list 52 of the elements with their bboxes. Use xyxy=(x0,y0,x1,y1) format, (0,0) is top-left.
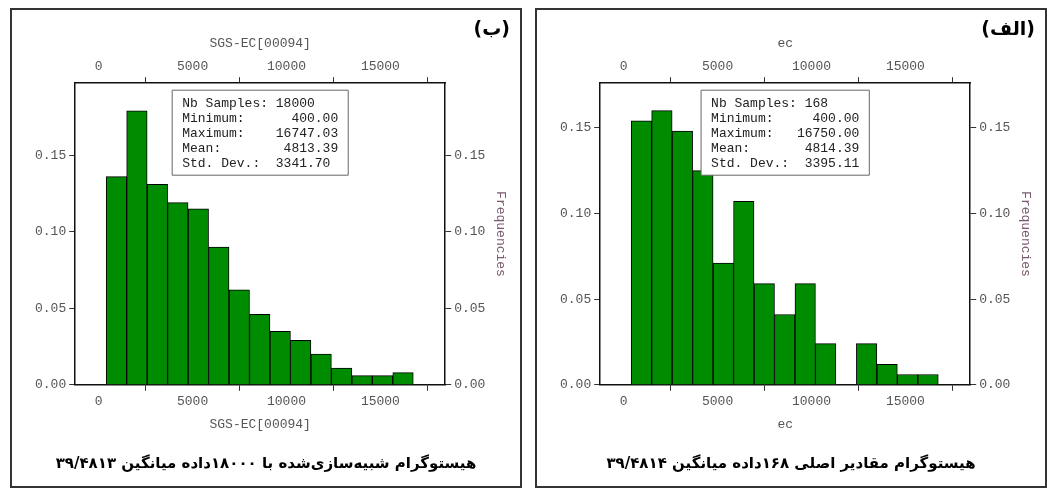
y-tick-label: 0.05 xyxy=(559,291,592,307)
annotation: Maximum: 16750.00 xyxy=(711,125,860,141)
x-tick-label: 0 xyxy=(619,394,628,410)
y2-tick-label: 0.15 xyxy=(454,147,486,163)
y-tick-label: 0.15 xyxy=(34,147,67,163)
y-tick-label: 0.00 xyxy=(559,377,592,393)
x-tick-label: 0 xyxy=(94,394,103,410)
annotation: Nb Samples: 168 xyxy=(711,95,829,111)
annotation: Std. Dev.: 3341.70 xyxy=(182,155,331,171)
x-tick-label: 5000 xyxy=(701,394,734,410)
text: هیستوگرام شبیه‌سازی‌شده با ۱۸۰۰۰داده میانگین ۳۹/۴۸۱۳ xyxy=(55,453,477,472)
y2-tick-label: 0.00 xyxy=(979,377,1011,393)
y2-axis-title: Frequencies xyxy=(1017,191,1033,277)
y2-tick-label: 0.00 xyxy=(454,377,486,393)
y2-tick-label: 0.10 xyxy=(454,224,486,240)
x-tick-label: 15000 xyxy=(885,394,925,410)
annotation: Std. Dev.: 3395.11 xyxy=(711,155,860,171)
y-tick-label: 0.00 xyxy=(34,377,67,393)
annotation: Nb Samples: 18000 xyxy=(182,95,315,111)
annotation: Mean: 4814.39 xyxy=(711,140,860,156)
y2-tick-label: 0.15 xyxy=(979,120,1011,136)
x-tick-label: 5000 xyxy=(176,394,209,410)
text: (ب) xyxy=(473,16,510,39)
y2-tick-label: 0.10 xyxy=(979,205,1011,221)
x2-tick-label: 5000 xyxy=(176,58,209,74)
x-axis-title: SGS-EC[00094] xyxy=(209,416,311,432)
y2-tick-label: 0.05 xyxy=(979,291,1011,307)
x2-tick-label: 0 xyxy=(94,58,103,74)
x2-tick-label: 15000 xyxy=(360,58,400,74)
x2-axis-title: ec xyxy=(777,36,793,52)
text: (الف) xyxy=(981,16,1035,39)
y-tick-label: 0.10 xyxy=(34,224,67,240)
text: هیستوگرام مقادیر اصلی ۱۶۸داده میانگین ۳۹/۴۸۱۴ xyxy=(606,453,976,472)
y-tick-label: 0.15 xyxy=(559,120,592,136)
x2-tick-label: 0 xyxy=(619,58,628,74)
y-tick-label: 0.05 xyxy=(34,300,67,316)
x-axis-title: ec xyxy=(777,416,793,432)
annotation: Minimum: 400.00 xyxy=(711,110,860,126)
x2-tick-label: 5000 xyxy=(701,58,734,74)
y-tick-label: 0.10 xyxy=(559,205,592,221)
x-tick-label: 10000 xyxy=(791,394,831,410)
x2-axis-title: SGS-EC[00094] xyxy=(209,36,311,52)
x-tick-label: 15000 xyxy=(360,394,400,410)
annotation: Minimum: 400.00 xyxy=(182,110,339,126)
y2-tick-label: 0.05 xyxy=(454,300,486,316)
x-tick-label: 10000 xyxy=(266,394,306,410)
x2-tick-label: 10000 xyxy=(266,58,306,74)
x2-tick-label: 10000 xyxy=(791,58,831,74)
annotation: Mean: 4813.39 xyxy=(182,140,339,156)
annotation: Maximum: 16747.03 xyxy=(182,125,339,141)
y2-axis-title: Frequencies xyxy=(492,191,508,277)
x2-tick-label: 15000 xyxy=(885,58,925,74)
